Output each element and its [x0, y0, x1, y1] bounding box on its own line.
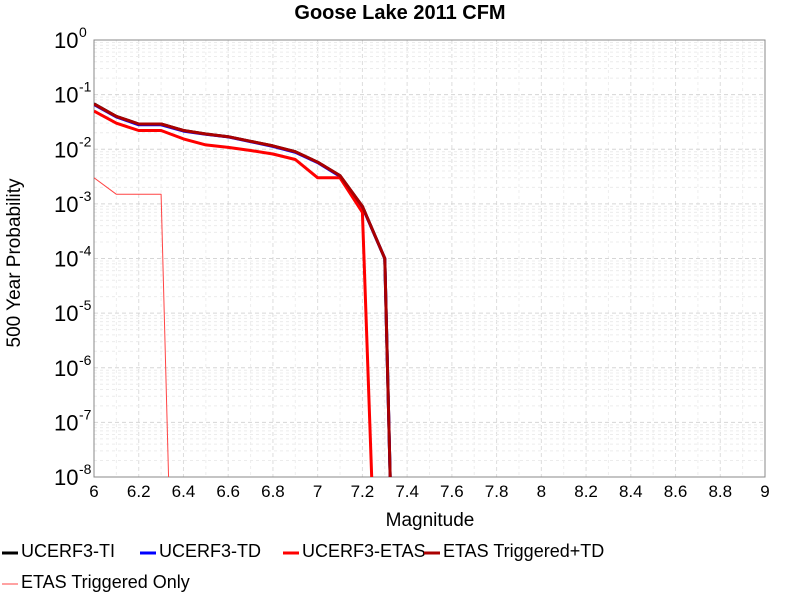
y-tick-base: 10 — [54, 301, 78, 326]
x-tick-label: 6.6 — [216, 482, 240, 501]
y-axis-label: 500 Year Probability — [4, 178, 25, 348]
y-tick-base: 10 — [54, 137, 78, 162]
legend-label: ETAS Triggered Only — [21, 572, 190, 592]
legend-label: UCERF3-TD — [159, 541, 261, 561]
x-tick-label: 6.2 — [127, 482, 151, 501]
y-tick-label: 10 -8 — [54, 461, 92, 490]
x-tick-label: 8.8 — [708, 482, 732, 501]
chart-title: Goose Lake 2011 CFM — [294, 2, 505, 24]
x-axis-label: Magnitude — [386, 510, 475, 531]
y-tick-exponent: -1 — [79, 79, 92, 95]
y-tick-label: 10 -5 — [54, 297, 92, 326]
x-tick-label: 9 — [760, 482, 769, 501]
x-tick-label: 8.4 — [619, 482, 643, 501]
y-tick-label: 10 -6 — [54, 352, 92, 381]
x-tick-label: 6.4 — [172, 482, 196, 501]
x-tick-label: 6.8 — [261, 482, 285, 501]
y-tick-label: 10 -3 — [54, 188, 92, 217]
series-lines — [94, 102, 392, 477]
y-tick-exponent: 0 — [79, 24, 87, 40]
x-tick-label: 7.4 — [395, 482, 419, 501]
series-line-etas-triggered-only — [94, 177, 170, 477]
y-tick-label: 10 -2 — [54, 133, 92, 162]
series-line-ucerf3-etas — [94, 109, 374, 477]
y-tick-base: 10 — [54, 247, 78, 272]
y-tick-exponent: -3 — [79, 188, 92, 204]
y-tick-base: 10 — [54, 192, 78, 217]
y-tick-exponent: -4 — [79, 243, 92, 259]
y-tick-exponent: -5 — [79, 297, 92, 313]
y-tick-exponent: -6 — [79, 352, 92, 368]
x-tick-label: 8.2 — [574, 482, 598, 501]
legend-item: UCERF3-TD — [140, 541, 261, 561]
x-tick-label: 7 — [313, 482, 322, 501]
series-line-etas-triggered-td — [94, 102, 392, 477]
y-tick-label: 10 0 — [54, 24, 87, 53]
y-tick-exponent: -8 — [79, 461, 92, 477]
x-tick-label: 7.6 — [440, 482, 464, 501]
x-tick-label: 7.8 — [485, 482, 509, 501]
y-tick-label: 10 -1 — [54, 79, 92, 108]
y-tick-base: 10 — [54, 356, 78, 381]
x-tick-labels: 6 6.2 6.4 6.6 6.8 7 7.2 7.4 7.6 7.8 8 8.2 8.4 8.6 8.8 9 — [89, 482, 769, 501]
legend-label: UCERF3-TI — [21, 541, 115, 561]
x-tick-label: 8 — [537, 482, 546, 501]
legend-item: UCERF3-TI — [2, 541, 115, 561]
x-tick-label: 6 — [89, 482, 98, 501]
legend: UCERF3-TI UCERF3-TD UCERF3-ETAS ETAS Trigge… — [2, 541, 604, 592]
legend-label: UCERF3-ETAS — [302, 541, 426, 561]
y-tick-base: 10 — [54, 28, 78, 53]
legend-item: UCERF3-ETAS — [283, 541, 426, 561]
y-tick-exponent: -2 — [79, 133, 92, 149]
y-tick-base: 10 — [54, 83, 78, 108]
legend-label: ETAS Triggered+TD — [443, 541, 604, 561]
legend-item: ETAS Triggered Only — [2, 572, 190, 592]
y-tick-base: 10 — [54, 465, 78, 490]
y-tick-base: 10 — [54, 410, 78, 435]
x-tick-label: 8.6 — [664, 482, 688, 501]
y-tick-label: 10 -7 — [54, 406, 92, 435]
y-tick-label: 10 -4 — [54, 243, 92, 272]
plot-frame — [93, 39, 766, 478]
y-tick-exponent: -7 — [79, 406, 92, 422]
x-tick-label: 7.2 — [351, 482, 375, 501]
grid — [93, 40, 766, 478]
legend-item: ETAS Triggered+TD — [424, 541, 604, 561]
